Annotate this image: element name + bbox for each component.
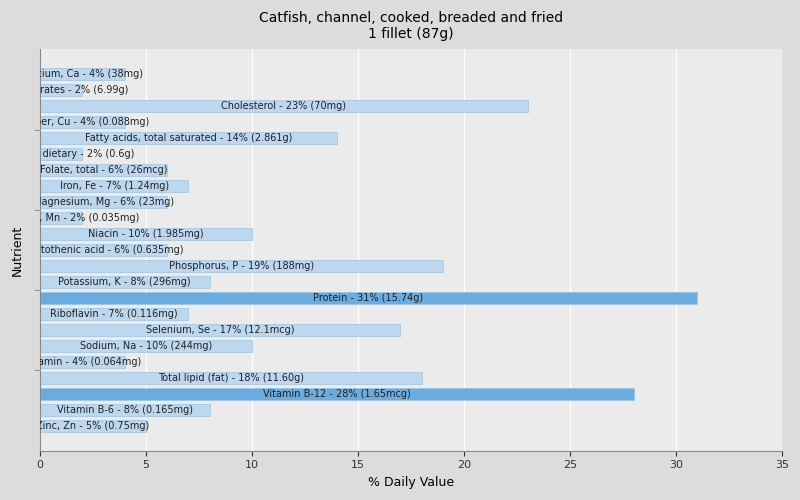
Y-axis label: Nutrient: Nutrient bbox=[11, 224, 24, 276]
Text: Carbohydrates - 2% (6.99g): Carbohydrates - 2% (6.99g) bbox=[0, 84, 129, 94]
Text: Pantothenic acid - 6% (0.635mg): Pantothenic acid - 6% (0.635mg) bbox=[23, 245, 184, 255]
Bar bbox=[40, 196, 167, 208]
Bar bbox=[40, 68, 125, 80]
Text: Selenium, Se - 17% (12.1mcg): Selenium, Se - 17% (12.1mcg) bbox=[146, 325, 294, 335]
Bar bbox=[40, 292, 697, 304]
Bar bbox=[40, 228, 252, 240]
Text: Vitamin B-6 - 8% (0.165mg): Vitamin B-6 - 8% (0.165mg) bbox=[57, 406, 193, 415]
Bar bbox=[40, 244, 167, 256]
Bar bbox=[40, 356, 125, 368]
Text: Calcium, Ca - 4% (38mg): Calcium, Ca - 4% (38mg) bbox=[22, 68, 143, 78]
Text: Iron, Fe - 7% (1.24mg): Iron, Fe - 7% (1.24mg) bbox=[59, 181, 169, 191]
Text: Fatty acids, total saturated - 14% (2.861g): Fatty acids, total saturated - 14% (2.86… bbox=[85, 133, 292, 143]
Text: Vitamin B-12 - 28% (1.65mcg): Vitamin B-12 - 28% (1.65mcg) bbox=[263, 390, 410, 400]
Bar bbox=[40, 148, 82, 160]
Text: Cholesterol - 23% (70mg): Cholesterol - 23% (70mg) bbox=[222, 100, 346, 110]
Title: Catfish, channel, cooked, breaded and fried
1 fillet (87g): Catfish, channel, cooked, breaded and fr… bbox=[259, 11, 563, 42]
Bar bbox=[40, 372, 422, 384]
Text: Niacin - 10% (1.985mg): Niacin - 10% (1.985mg) bbox=[88, 229, 204, 239]
Bar bbox=[40, 340, 252, 352]
Bar bbox=[40, 420, 146, 432]
Text: Sodium, Na - 10% (244mg): Sodium, Na - 10% (244mg) bbox=[80, 341, 212, 351]
Text: Folate, total - 6% (26mcg): Folate, total - 6% (26mcg) bbox=[40, 165, 167, 175]
Bar bbox=[40, 404, 210, 416]
Text: Phosphorus, P - 19% (188mg): Phosphorus, P - 19% (188mg) bbox=[169, 261, 314, 271]
Text: Total lipid (fat) - 18% (11.60g): Total lipid (fat) - 18% (11.60g) bbox=[158, 374, 304, 384]
Text: Protein - 31% (15.74g): Protein - 31% (15.74g) bbox=[314, 293, 423, 303]
Bar bbox=[40, 100, 527, 112]
Text: Copper, Cu - 4% (0.088mg): Copper, Cu - 4% (0.088mg) bbox=[16, 117, 149, 127]
Bar bbox=[40, 308, 188, 320]
Bar bbox=[40, 116, 125, 128]
Text: Fiber, total dietary - 2% (0.6g): Fiber, total dietary - 2% (0.6g) bbox=[0, 149, 135, 159]
Text: Manganese, Mn - 2% (0.035mg): Manganese, Mn - 2% (0.035mg) bbox=[0, 213, 139, 223]
X-axis label: % Daily Value: % Daily Value bbox=[368, 476, 454, 489]
Bar bbox=[40, 324, 400, 336]
Bar bbox=[40, 132, 337, 144]
Text: Magnesium, Mg - 6% (23mg): Magnesium, Mg - 6% (23mg) bbox=[33, 197, 174, 207]
Text: Zinc, Zn - 5% (0.75mg): Zinc, Zn - 5% (0.75mg) bbox=[36, 422, 150, 432]
Bar bbox=[40, 164, 167, 176]
Bar bbox=[40, 84, 82, 96]
Text: Thiamin - 4% (0.064mg): Thiamin - 4% (0.064mg) bbox=[23, 357, 142, 367]
Bar bbox=[40, 212, 82, 224]
Bar bbox=[40, 260, 442, 272]
Bar bbox=[40, 180, 188, 192]
Bar bbox=[40, 388, 634, 400]
Bar bbox=[40, 276, 210, 288]
Text: Potassium, K - 8% (296mg): Potassium, K - 8% (296mg) bbox=[58, 277, 191, 287]
Text: Riboflavin - 7% (0.116mg): Riboflavin - 7% (0.116mg) bbox=[50, 309, 178, 319]
